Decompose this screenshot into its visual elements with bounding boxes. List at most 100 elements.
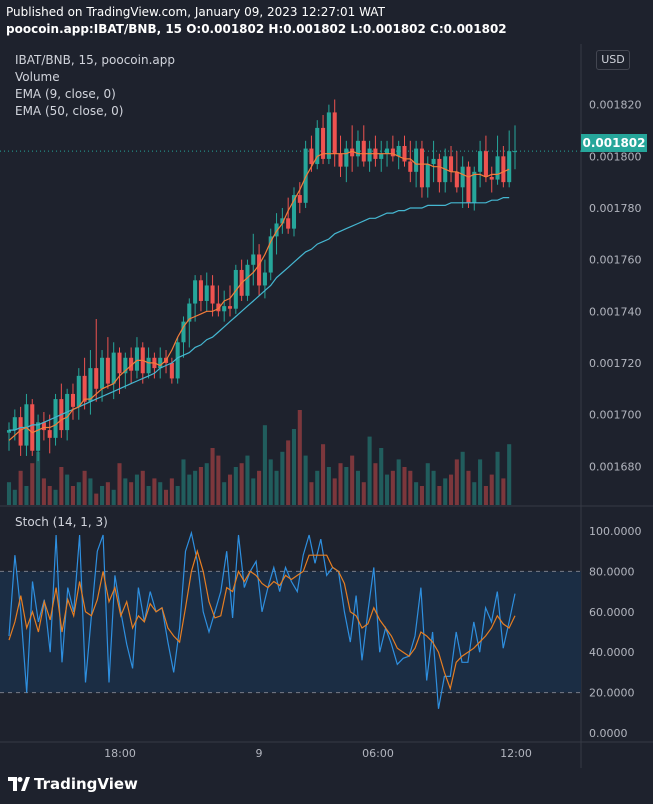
volume-bar <box>309 482 314 505</box>
candle-body <box>483 151 488 177</box>
volume-bar <box>70 486 76 505</box>
volume-bar <box>6 482 12 505</box>
volume-bar <box>262 425 267 505</box>
candle-body <box>454 171 459 188</box>
candle-body <box>181 321 186 343</box>
candle-body <box>390 148 395 157</box>
chart-header: Published on TradingView.com, January 09… <box>0 0 653 44</box>
volume-bar <box>123 478 128 505</box>
volume-bar <box>483 486 488 505</box>
legend-volume[interactable]: Volume <box>15 70 60 84</box>
candle-body <box>227 306 233 309</box>
volume-bar <box>140 470 145 505</box>
candle-body <box>431 158 436 165</box>
volume-bar <box>367 436 372 505</box>
volume-bar <box>478 459 483 505</box>
volume-bar <box>245 455 250 505</box>
candle-body <box>385 148 390 154</box>
candle-body <box>425 164 430 188</box>
volume-bar <box>460 451 465 505</box>
volume-bar <box>129 482 134 505</box>
volume-bar <box>443 478 448 505</box>
candle-body <box>280 218 285 224</box>
candle-body <box>146 357 151 374</box>
volume-bar <box>501 478 506 505</box>
stoch-legend[interactable]: Stoch (14, 1, 3) <box>15 515 108 529</box>
candle-body <box>379 153 384 159</box>
volume-bar <box>489 474 494 505</box>
volume-bar <box>100 486 105 505</box>
volume-bar <box>146 486 151 505</box>
volume-bar <box>105 482 110 505</box>
candle-body <box>268 236 273 273</box>
candle-body <box>489 176 494 180</box>
candle-body <box>303 148 308 203</box>
ohlc-info: poocoin.app:IBAT/BNB, 15 O:0.001802 H:0.… <box>6 22 507 36</box>
volume-bar <box>448 474 454 505</box>
stoch-band <box>0 571 581 693</box>
volume-bar <box>291 429 297 505</box>
volume-bar <box>414 482 419 505</box>
volume-bar <box>385 474 390 505</box>
volume-bar <box>76 482 81 505</box>
volume-bar <box>257 470 262 505</box>
candle-body <box>309 148 314 165</box>
candle-body <box>193 280 198 304</box>
price-tick-label: 0.001740 <box>589 305 642 318</box>
candle-body <box>367 148 372 162</box>
chart-area[interactable]: 0.001820 0.001800 0.001780 0.001760 0.001740… <box>0 44 653 768</box>
volume-bar <box>117 463 122 505</box>
candle-body <box>169 362 174 379</box>
candle-body <box>437 158 442 183</box>
candle-body <box>501 156 506 183</box>
legend-ema50[interactable]: EMA (50, close, 0) <box>15 104 124 118</box>
volume-bar <box>286 440 291 505</box>
candle-body <box>94 368 99 389</box>
candle-body <box>414 148 419 172</box>
candle-body <box>24 404 29 446</box>
volume-bar <box>216 455 221 505</box>
candle-body <box>251 254 256 265</box>
candle-body <box>332 112 337 154</box>
volume-bar <box>30 463 35 505</box>
candle-body <box>478 151 483 172</box>
volume-bar <box>297 410 302 505</box>
volume-bar <box>175 486 180 505</box>
candle-body <box>36 422 41 451</box>
candle-body <box>47 430 52 438</box>
candle-body <box>30 404 35 451</box>
volume-bar <box>181 459 186 505</box>
candle-body <box>187 303 192 322</box>
last-price-badge: 0.001802 <box>581 134 647 152</box>
footer: TradingView <box>0 768 653 804</box>
candle-body <box>18 417 23 446</box>
candle-body <box>321 127 326 159</box>
candle-body <box>291 195 297 229</box>
candle-body <box>286 218 291 229</box>
candle-body <box>512 151 518 153</box>
candle-body <box>396 145 401 157</box>
candle-body <box>402 145 407 162</box>
currency-button[interactable]: USD <box>596 50 630 70</box>
volume-bar <box>163 489 169 505</box>
candle-body <box>198 280 203 301</box>
volume-bar <box>379 448 384 505</box>
candle-body <box>76 375 81 407</box>
legend-ema9[interactable]: EMA (9, close, 0) <box>15 87 116 101</box>
legend-symbol-title[interactable]: IBAT/BNB, 15, poocoin.app <box>15 53 175 67</box>
candle-body <box>472 171 477 203</box>
candle-body <box>262 272 267 286</box>
candle-body <box>105 357 110 384</box>
stoch-d-line <box>8 549 516 691</box>
stoch-tick-label: 40.0000 <box>589 646 635 659</box>
candle-body <box>495 156 500 180</box>
candle-body <box>6 430 12 433</box>
volume-bar <box>169 478 174 505</box>
volume-bar <box>94 493 99 505</box>
volume-bar <box>59 467 64 505</box>
volume-bar <box>338 463 343 505</box>
price-tick-label: 0.001700 <box>589 409 642 422</box>
candle-body <box>361 140 366 162</box>
price-tick-label: 0.001800 <box>589 150 642 163</box>
price-tick-label: 0.001680 <box>589 460 642 473</box>
